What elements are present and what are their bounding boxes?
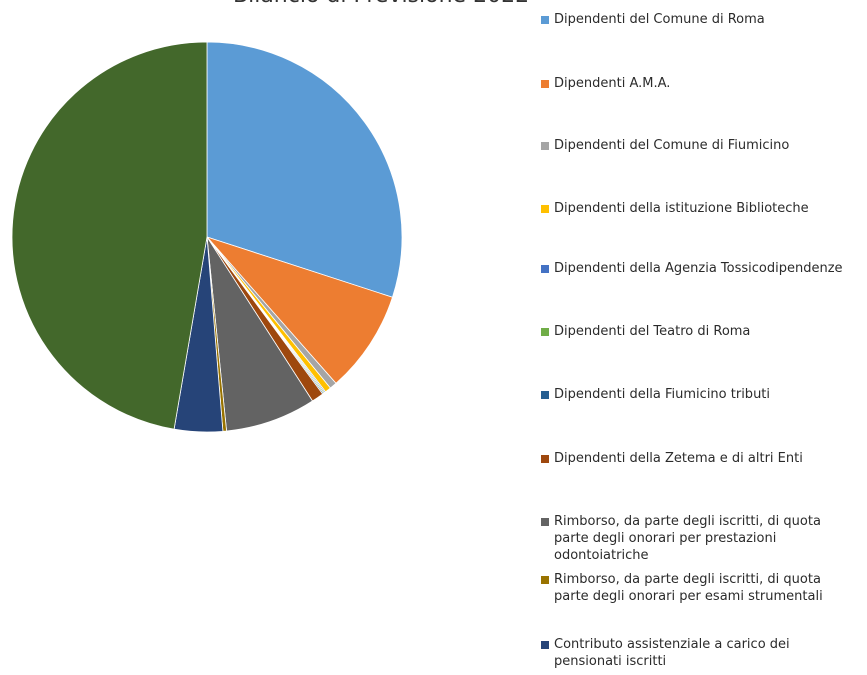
pie-chart — [11, 41, 403, 433]
legend-item: Dipendenti della istituzione Biblioteche — [541, 200, 854, 217]
legend-swatch — [541, 142, 549, 150]
legend-label: Rimborso, da parte degli iscritti, di qu… — [554, 572, 823, 604]
pie-slice-12 — [11, 41, 208, 430]
legend-swatch — [541, 80, 549, 88]
pie-slice-1 — [206, 41, 403, 298]
legend-swatch — [541, 328, 549, 336]
legend-swatch — [541, 455, 549, 463]
legend-item: Dipendenti del Comune di Fiumicino — [541, 137, 854, 154]
legend-swatch — [541, 205, 549, 213]
legend-label: Rimborso, da parte degli iscritti, di qu… — [554, 514, 821, 563]
legend-swatch — [541, 518, 549, 526]
legend-swatch — [541, 16, 549, 24]
chart-title: Bilancio di Previsione 2022 — [0, 0, 867, 13]
legend-swatch — [541, 641, 549, 649]
legend-label: Dipendenti del Teatro di Roma — [554, 324, 751, 339]
legend-item: Dipendenti della Fiumicino tributi — [541, 386, 854, 403]
legend-label: Contributo assistenziale a carico dei pe… — [554, 637, 790, 669]
legend-swatch — [541, 576, 549, 584]
pie-slice-2 — [205, 236, 393, 384]
legend-label: Dipendenti della Fiumicino tributi — [554, 387, 771, 402]
legend-label: Dipendenti del Comune di Fiumicino — [554, 138, 790, 153]
legend-item: Dipendenti del Teatro di Roma — [541, 323, 854, 340]
legend-label: Dipendenti della Zetema e di altri Enti — [554, 451, 803, 466]
legend-item: Rimborso, da parte degli iscritti, di qu… — [541, 513, 854, 564]
legend-item: Dipendenti della Zetema e di altri Enti — [541, 450, 854, 467]
legend-swatch — [541, 391, 549, 399]
legend-label: Dipendenti della istituzione Biblioteche — [554, 201, 809, 216]
legend-label: Dipendenti della Agenzia Tossicodipenden… — [554, 261, 843, 276]
legend-item: Dipendenti del Comune di Roma — [541, 11, 854, 28]
legend-label: Dipendenti del Comune di Roma — [554, 12, 765, 27]
legend-item: Dipendenti della Agenzia Tossicodipenden… — [541, 260, 854, 277]
legend-item: Dipendenti A.M.A. — [541, 75, 854, 92]
legend-swatch — [541, 265, 549, 273]
legend-label: Dipendenti A.M.A. — [554, 76, 671, 91]
legend-item: Contributo assistenziale a carico dei pe… — [541, 636, 854, 670]
legend-item: Rimborso, da parte degli iscritti, di qu… — [541, 571, 854, 605]
